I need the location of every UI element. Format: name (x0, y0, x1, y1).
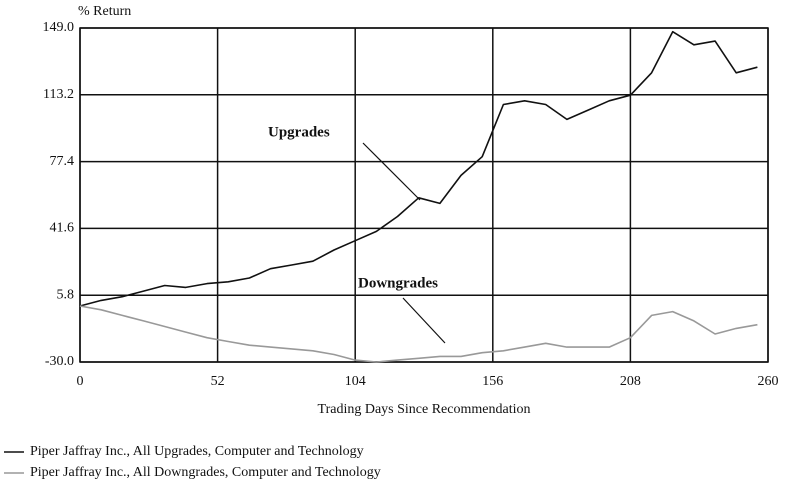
legend-label: Piper Jaffray Inc., All Downgrades, Comp… (30, 465, 381, 480)
series-line (79, 305, 758, 363)
y-tick-label: 41.6 (50, 221, 75, 236)
y-tick-label: 77.4 (50, 154, 75, 169)
y-tick-label: 113.2 (43, 87, 74, 102)
series-line (79, 30, 758, 307)
y-tick-label: 5.8 (57, 287, 75, 302)
x-tick-label: 260 (758, 374, 779, 389)
legend-label: Piper Jaffray Inc., All Upgrades, Comput… (30, 444, 364, 459)
y-tick-label: -30.0 (45, 354, 74, 369)
x-axis-label: Trading Days Since Recommendation (318, 402, 531, 417)
x-tick-label: 52 (211, 374, 225, 389)
annotation-pointer (362, 142, 421, 201)
annotation: Downgrades (358, 275, 438, 291)
plot-frame (79, 27, 769, 363)
y-axis-label: % Return (78, 4, 131, 19)
x-tick-label: 0 (77, 374, 84, 389)
x-tick-label: 156 (482, 374, 503, 389)
annotation: Upgrades (268, 124, 330, 140)
annotation-pointer (402, 297, 446, 344)
x-tick-label: 104 (345, 374, 366, 389)
y-tick-label: 149.0 (43, 20, 75, 35)
x-tick-label: 208 (620, 374, 641, 389)
